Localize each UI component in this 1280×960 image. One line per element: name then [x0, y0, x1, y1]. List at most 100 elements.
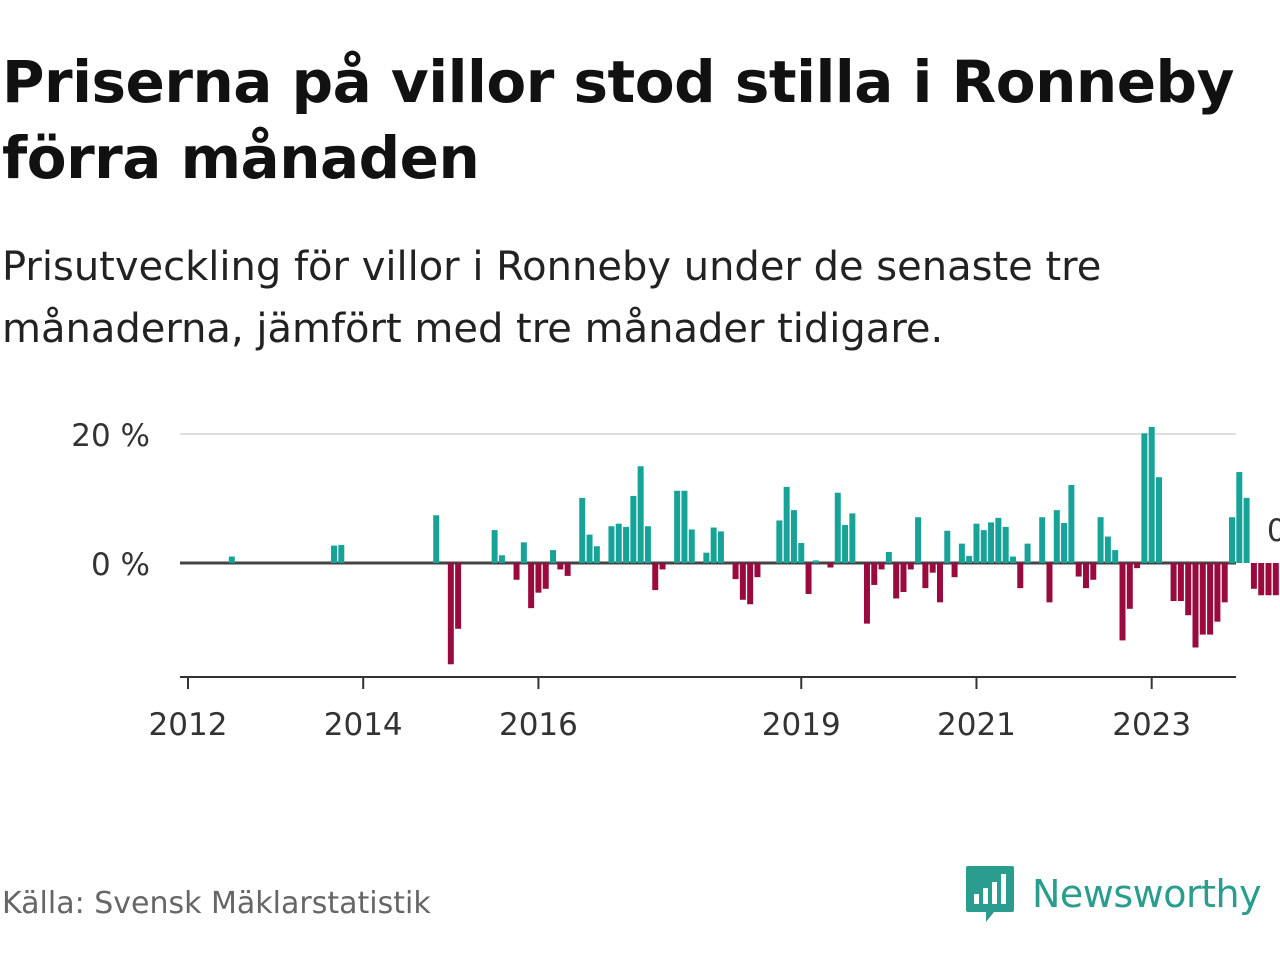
bar — [1265, 563, 1272, 596]
bar — [1221, 563, 1228, 603]
bar — [885, 552, 892, 563]
bar — [1185, 563, 1192, 616]
bar — [936, 563, 943, 603]
bar — [827, 563, 834, 568]
bar — [1207, 563, 1214, 635]
bar — [550, 550, 557, 563]
bar — [783, 486, 790, 563]
bar — [1017, 563, 1024, 589]
bar — [710, 527, 717, 564]
bar — [447, 563, 454, 665]
x-tick-label: 2014 — [324, 707, 403, 743]
bar — [958, 543, 965, 563]
bar — [433, 515, 440, 563]
bar — [528, 563, 535, 609]
bar — [674, 490, 681, 563]
bar — [717, 531, 724, 563]
bar — [1229, 517, 1235, 563]
bar — [542, 563, 549, 589]
bars — [228, 426, 1279, 665]
bar — [1199, 563, 1206, 635]
bar — [849, 513, 856, 563]
bar — [455, 563, 462, 629]
x-tick-label: 2021 — [937, 707, 1016, 743]
bar-chart: 20 % 0 % 2012 2014 2016 2019 2021 2023 0 % — [71, 418, 1280, 743]
bar — [1258, 563, 1265, 596]
bar — [776, 520, 783, 563]
bar — [1002, 526, 1009, 563]
bar — [703, 552, 710, 563]
bar — [944, 530, 951, 563]
bar — [922, 563, 929, 589]
bar — [491, 530, 498, 563]
bar — [732, 563, 739, 580]
bar — [1053, 510, 1060, 563]
bar — [498, 555, 505, 563]
bar — [747, 563, 754, 605]
bar — [586, 534, 593, 563]
bar — [1104, 536, 1111, 563]
bar — [1075, 563, 1082, 577]
bar — [893, 563, 900, 599]
bar — [1119, 563, 1126, 641]
bar — [564, 563, 571, 576]
bar — [790, 510, 797, 563]
bar — [535, 563, 542, 593]
bar — [1243, 497, 1250, 563]
bar — [1214, 563, 1221, 622]
bar — [615, 523, 622, 563]
bar — [966, 555, 973, 564]
bar — [593, 546, 600, 563]
bar — [1156, 477, 1162, 563]
bar — [1170, 563, 1177, 602]
bar — [623, 526, 630, 563]
bar — [608, 526, 615, 563]
y-tick-label: 0 % — [91, 547, 150, 583]
bar — [1090, 563, 1097, 580]
bar — [900, 563, 907, 593]
bar — [688, 529, 695, 563]
bar — [637, 466, 644, 563]
bar — [1236, 472, 1243, 563]
bar — [878, 563, 885, 570]
bar — [995, 517, 1002, 563]
x-tick-label: 2016 — [499, 707, 578, 743]
bar — [652, 563, 659, 591]
bar — [557, 563, 564, 570]
bar — [1177, 563, 1184, 602]
bar — [798, 543, 805, 563]
bar — [951, 563, 958, 578]
bar — [520, 542, 527, 563]
bar — [907, 563, 914, 570]
bar — [1250, 563, 1257, 589]
brand-name: Newsworthy — [1032, 872, 1262, 916]
bar — [980, 530, 987, 563]
bar — [659, 563, 666, 570]
bar — [805, 563, 812, 594]
bar — [812, 560, 819, 563]
brand-logo[interactable]: Newsworthy — [964, 864, 1262, 924]
page-title: Priserna på villor stod stilla i Ronneby… — [2, 48, 1234, 192]
bar — [929, 563, 936, 573]
bar — [630, 495, 637, 563]
bar — [681, 490, 688, 563]
source-note: Källa: Svensk Mäklarstatistik — [2, 886, 431, 921]
x-tick-label: 2023 — [1112, 707, 1191, 743]
grid-lines — [180, 433, 1236, 565]
bar — [915, 517, 922, 563]
labels: 20 % 0 % 2012 2014 2016 2019 2021 2023 0 % — [71, 418, 1280, 743]
bar — [1141, 433, 1148, 563]
bar — [1134, 563, 1141, 569]
bar — [579, 497, 586, 563]
bar — [863, 563, 870, 624]
x-tick-label: 2019 — [762, 707, 841, 743]
bar — [754, 563, 761, 578]
bar — [1046, 563, 1053, 603]
newsworthy-logo-icon — [966, 866, 1014, 922]
bar — [1097, 517, 1104, 563]
page-subtitle: Prisutveckling för villor i Ronneby unde… — [2, 244, 1102, 352]
last-value-label: 0 % — [1267, 513, 1280, 549]
bar — [1024, 543, 1031, 563]
bar — [1061, 523, 1068, 563]
bar — [988, 522, 995, 563]
